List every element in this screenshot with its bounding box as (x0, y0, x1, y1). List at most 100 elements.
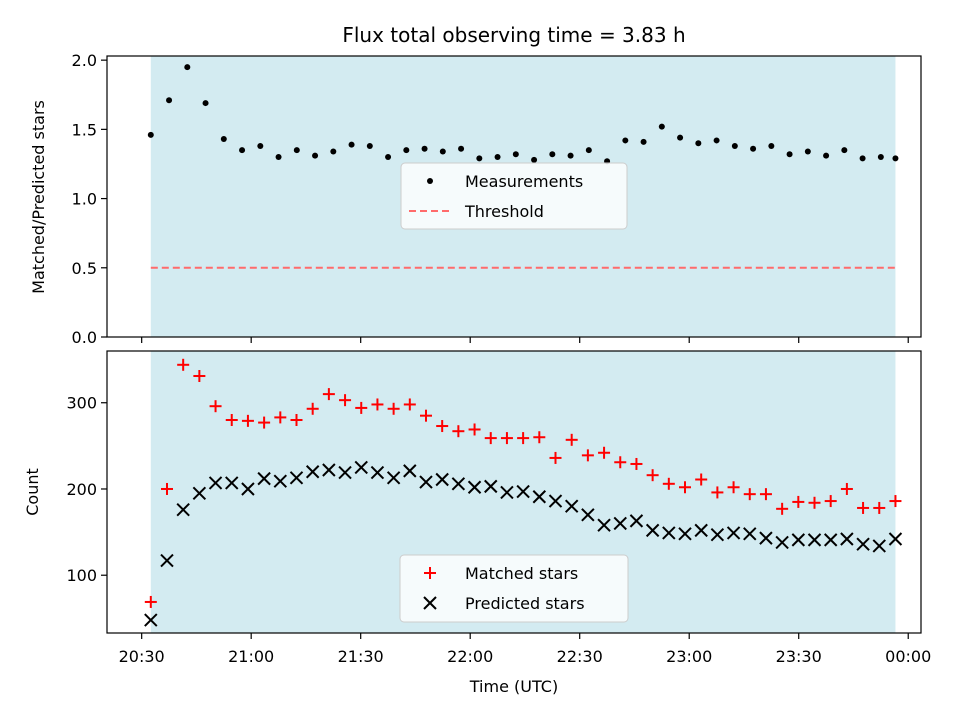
predicted-star-point (484, 479, 498, 494)
predicted-star-point (500, 485, 514, 500)
predicted-star-point (322, 463, 336, 477)
predicted-star-point (791, 533, 806, 547)
measurement-point (640, 138, 647, 145)
matched-star-point (873, 501, 886, 514)
measurement-point (458, 145, 465, 152)
predicted-star-point (775, 535, 789, 550)
matched-star-point (630, 457, 643, 470)
x-tick-label: 21:00 (228, 647, 274, 666)
predicted-star-point (759, 531, 773, 545)
x-tick-label: 21:30 (338, 647, 384, 666)
measurement-point (348, 141, 355, 148)
predicted-star-point (305, 465, 320, 479)
predicted-star-point (225, 476, 239, 490)
predicted-star-point (289, 471, 304, 485)
top-y-tick-label: 1.5 (72, 120, 97, 139)
matched-star-point (646, 469, 659, 482)
bottom-panel-frame (106, 350, 922, 634)
chart-title: Flux total observing time = 3.83 h (342, 23, 685, 47)
predicted-star-point (160, 553, 174, 568)
measurement-point (892, 155, 899, 162)
predicted-star-point (872, 539, 886, 553)
matched-star-point (339, 394, 352, 407)
measurement-point (786, 151, 793, 158)
measurement-point (421, 145, 428, 152)
matched-star-point (419, 409, 432, 422)
matched-star-point (177, 358, 190, 371)
bottom-y-tick-label: 200 (66, 480, 97, 499)
measurement-point (622, 137, 629, 144)
matched-star-point (452, 425, 465, 438)
measurement-points (147, 64, 899, 165)
matched-star-point (776, 502, 789, 515)
matched-star-point (322, 388, 335, 401)
measurement-point (677, 134, 684, 141)
predicted-star-point (694, 523, 708, 538)
predicted-star-point (743, 527, 757, 541)
top-x-ticks (141, 337, 909, 343)
matched-star-point (160, 482, 173, 495)
predicted-star-point (710, 527, 725, 542)
measurement-point (695, 140, 702, 147)
top-y-axis-label: Matched/Predicted stars (29, 100, 48, 294)
matched-star-point (484, 432, 497, 445)
measurement-point (184, 64, 191, 71)
matched-star-point (824, 495, 837, 508)
predicted-star-point (840, 532, 854, 546)
predicted-star-point (581, 508, 595, 522)
top-y-tick-label: 1.0 (72, 190, 97, 209)
matched-star-point (533, 431, 546, 444)
bottom-y-ticks: 100 200 300 (66, 394, 107, 585)
matched-star-point (711, 486, 724, 499)
predicted-star-point (338, 465, 352, 480)
measurement-point (549, 151, 556, 158)
matched-star-point (549, 451, 562, 464)
predicted-star-point (516, 484, 530, 499)
matched-star-point (209, 400, 222, 413)
bottom-y-tick-label: 300 (66, 394, 97, 413)
x-tick-label: 23:00 (666, 647, 712, 666)
measurement-point (403, 147, 410, 154)
matched-star-point (517, 432, 530, 445)
x-tick-label: 20:30 (119, 647, 165, 666)
matched-star-point (403, 398, 416, 411)
legend-matched-marker (424, 567, 436, 579)
measurement-point (859, 155, 866, 162)
matched-star-point (614, 456, 627, 469)
matched-star-point (840, 482, 853, 495)
matched-star-point (436, 420, 449, 433)
matched-star-point (581, 449, 594, 462)
matched-star-point (857, 501, 870, 514)
predicted-star-point (629, 514, 644, 528)
measurement-point (567, 152, 574, 159)
measurement-point (239, 147, 246, 154)
x-tick-label: 23:30 (776, 647, 822, 666)
predicted-star-point (888, 532, 903, 546)
predicted-star-point (435, 472, 449, 487)
measurement-point (531, 156, 538, 163)
matched-star-point (565, 433, 578, 446)
predicted-star-point (613, 516, 627, 531)
matched-stars-points (144, 358, 902, 608)
matched-star-point (387, 402, 400, 415)
predicted-star-point (467, 480, 482, 494)
predicted-star-point (597, 518, 611, 532)
measurement-point (804, 148, 811, 155)
measurement-point (585, 147, 592, 154)
legend-matched-label: Matched stars (465, 564, 578, 583)
matched-star-point (193, 370, 206, 383)
predicted-star-point (386, 471, 401, 485)
top-panel: 0.00.51.01.52.0 Matched/Predicted stars … (29, 51, 922, 347)
matched-star-point (889, 495, 902, 508)
predicted-star-point (208, 476, 223, 490)
predicted-star-point (856, 537, 870, 551)
predicted-star-point (645, 523, 660, 538)
predicted-star-point (419, 475, 433, 489)
matched-star-point (808, 496, 821, 509)
measurement-point (512, 151, 519, 158)
measurement-point (330, 148, 337, 155)
top-panel-frame (106, 55, 922, 338)
predicted-star-point (564, 499, 579, 513)
measurement-point (147, 131, 154, 138)
